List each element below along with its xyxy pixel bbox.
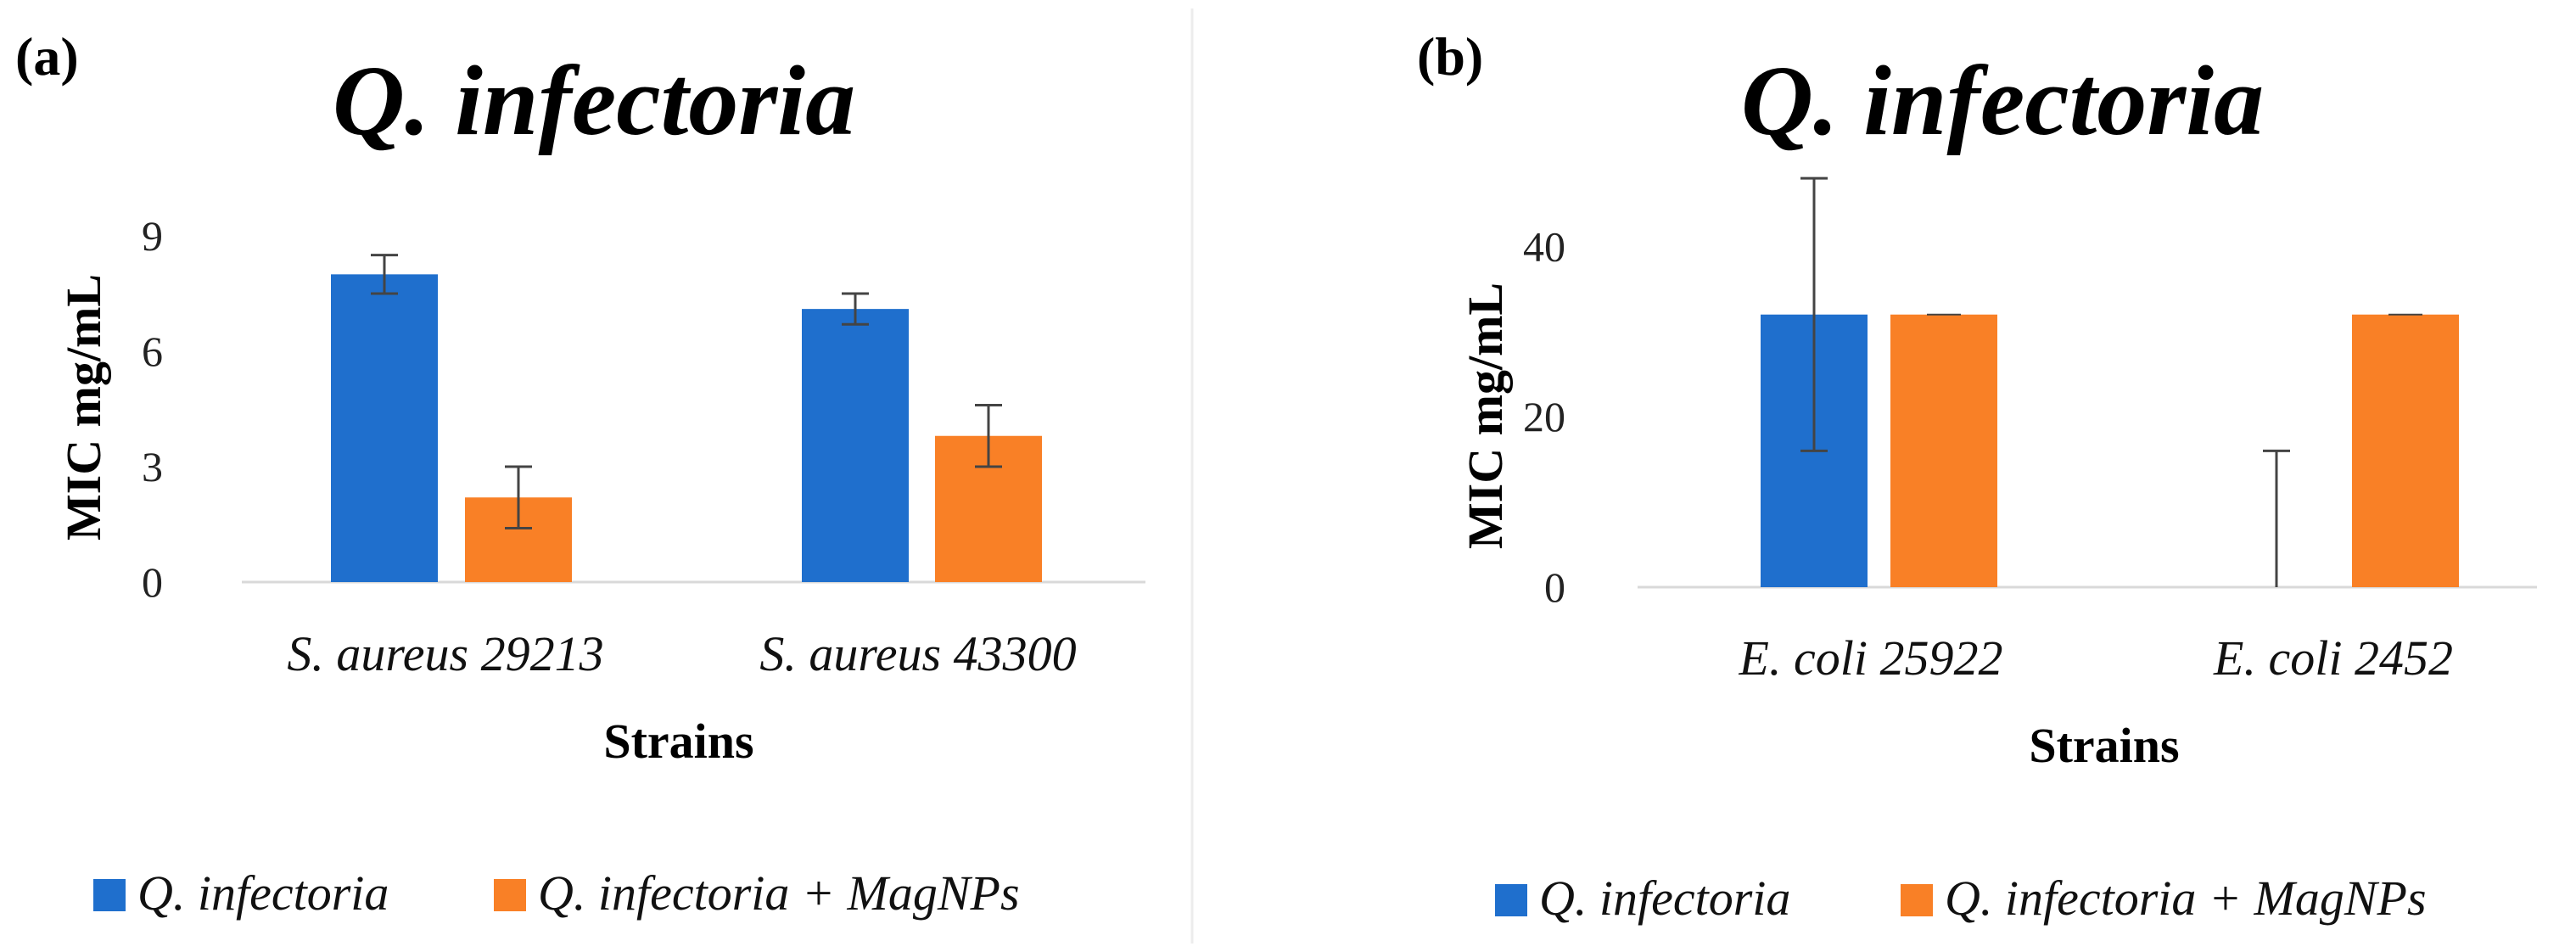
y-tick-label: 0 [142,558,163,606]
error-bar [371,254,398,295]
chart-title-a: Q. infectoria [333,45,855,156]
error-bar [1800,176,1828,452]
error-bar [975,403,1002,468]
category-label: S. aureus 29213 [287,626,603,681]
x-categories-a: S. aureus 29213 S. aureus 43300 [287,626,1076,681]
y-ticks-a: 0 3 6 9 [142,212,163,606]
chart-title-b: Q. infectoria [1741,45,2264,156]
legend-a: Q. infectoria Q. infectoria + MagNPs [93,865,1020,921]
x-categories-b: E. coli 25922 E. coli 2452 [1739,630,2453,686]
bar [331,274,438,582]
y-ticks-b: 0 20 40 [1523,222,1565,611]
panel-label-b: (b) [1417,26,1483,87]
panel-label-a: (a) [15,26,79,87]
legend-label-series1: Q. infectoria [137,865,389,921]
y-tick-label: 20 [1523,393,1565,440]
bars-a [331,274,1042,582]
y-tick-label: 40 [1523,222,1565,270]
chart-panel-a: (a) Q. infectoria MIC mg/mL 0 3 6 9 S. aure… [15,26,1145,921]
bar [2352,314,2459,587]
bar [802,309,909,582]
y-tick-label: 3 [142,443,163,490]
errorbars-b [1800,176,2422,587]
errorbars-a [371,254,1002,530]
y-axis-label-a: MIC mg/mL [56,274,111,540]
category-label: S. aureus 43300 [759,626,1076,681]
error-bar [505,465,532,530]
legend-b: Q. infectoria Q. infectoria + MagNPs [1495,871,2427,926]
y-tick-label: 6 [142,328,163,375]
y-tick-label: 0 [1544,563,1565,611]
error-bar [842,292,869,326]
chart-panel-b: (b) Q. infectoria MIC mg/mL 0 20 40 E. col… [1417,26,2537,926]
y-tick-label: 9 [142,212,163,260]
category-label: E. coli 25922 [1739,630,2003,686]
bars-b [1761,314,2459,587]
legend-swatch-series1 [1495,884,1527,916]
bar [1890,314,1997,587]
legend-label-series2: Q. infectoria + MagNPs [1945,871,2427,926]
legend-label-series1: Q. infectoria [1539,871,1790,926]
legend-label-series2: Q. infectoria + MagNPs [538,865,1020,921]
legend-swatch-series2 [494,879,526,911]
y-axis-label-b: MIC mg/mL [1458,283,1513,549]
x-axis-label-a: Strains [603,714,753,769]
error-bar [2263,449,2290,587]
legend-swatch-series2 [1901,884,1933,916]
category-label: E. coli 2452 [2213,630,2453,686]
x-axis-label-b: Strains [2029,718,2179,773]
legend-swatch-series1 [93,879,126,911]
